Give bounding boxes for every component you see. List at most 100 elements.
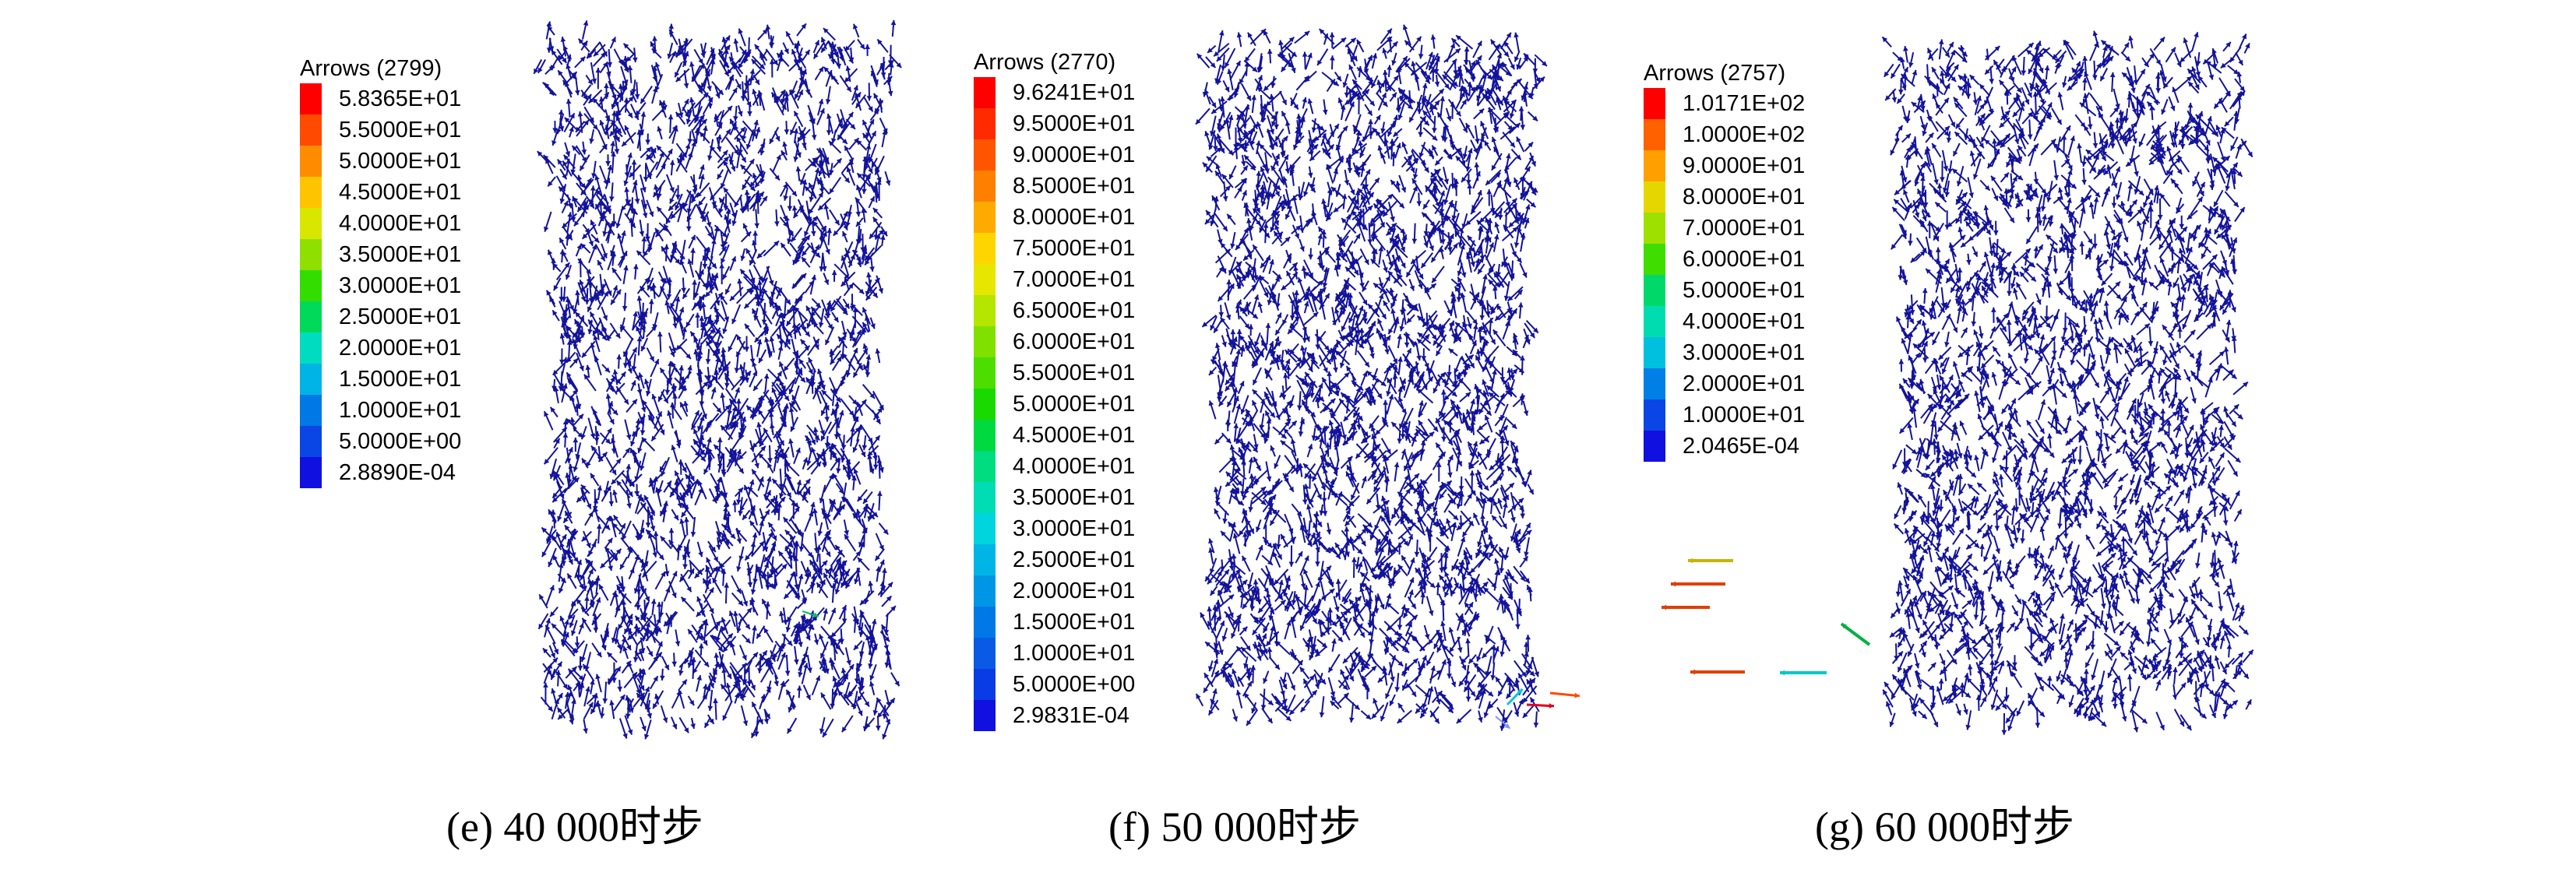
legend-label: 1.0000E+01 — [339, 398, 462, 423]
legend-label: 7.5000E+01 — [1013, 236, 1136, 261]
legend-label: 1.5000E+01 — [339, 367, 462, 392]
legend-label: 4.5000E+01 — [339, 180, 462, 205]
legend-label: 2.0000E+01 — [1013, 579, 1136, 603]
legend-label: 6.0000E+01 — [1013, 329, 1136, 354]
legend-label: 2.0000E+01 — [339, 336, 462, 361]
legend-label: 2.8890E-04 — [339, 460, 456, 485]
caption-g: (g) 60 000时步 — [1815, 804, 2074, 850]
legend-label: 9.6241E+01 — [1013, 80, 1136, 105]
legend-label: 5.8365E+01 — [339, 86, 462, 111]
legend-swatch — [974, 233, 996, 264]
legend-label: 4.0000E+01 — [339, 211, 462, 236]
legend-swatch — [974, 295, 996, 326]
legend-swatch — [974, 139, 996, 171]
legend-label: 1.0000E+01 — [1683, 403, 1806, 427]
legend-label: 5.0000E+01 — [339, 149, 462, 174]
legend-label: 1.0000E+01 — [1013, 641, 1136, 666]
legend-title-f: Arrows (2770) — [974, 50, 1116, 75]
legend-swatch — [300, 239, 322, 270]
legend-label: 5.5000E+01 — [339, 118, 462, 142]
legend-swatch — [300, 270, 322, 301]
legend-label: 8.5000E+01 — [1013, 174, 1136, 199]
legend-swatch — [974, 389, 996, 420]
legend-label: 2.0000E+01 — [1683, 371, 1806, 396]
legend-label: 8.0000E+01 — [1013, 205, 1136, 230]
caption-e: (e) 40 000时步 — [446, 804, 703, 850]
legend-swatch — [974, 669, 996, 700]
legend-swatch — [300, 364, 322, 395]
legend-label: 4.0000E+01 — [1683, 309, 1806, 334]
legend-swatch — [300, 83, 322, 114]
legend-f: Arrows (2770) 9.6241E+01 9.5000E+01 9.0000… — [974, 51, 1200, 752]
legend-label: 9.0000E+01 — [1683, 153, 1806, 178]
legend-swatch — [300, 208, 322, 239]
legend-label: 1.0171E+02 — [1683, 91, 1806, 116]
legend-swatch — [974, 108, 996, 139]
legend-swatch — [300, 457, 322, 488]
legend-swatch — [300, 332, 322, 364]
legend-label: 2.9831E-04 — [1013, 703, 1129, 728]
legend-e: Arrows (2799) 5.8365E+01 5.5000E+01 5.0000… — [300, 58, 518, 494]
legend-swatch — [974, 513, 996, 544]
legend-label: 6.5000E+01 — [1013, 298, 1136, 323]
legend-swatch — [974, 482, 996, 513]
legend-swatch — [974, 638, 996, 669]
legend-swatch — [1644, 244, 1665, 275]
legend-label: 6.0000E+01 — [1683, 247, 1806, 272]
legend-swatch — [300, 146, 322, 177]
legend-swatch — [1644, 88, 1665, 119]
legend-swatch — [974, 451, 996, 482]
arrow-field-g — [1662, 30, 2254, 735]
caption-f: (f) 50 000时步 — [1108, 804, 1361, 850]
legend-label: 3.0000E+01 — [1013, 516, 1136, 541]
legend-label: 9.0000E+01 — [1013, 142, 1136, 167]
legend-swatch — [1644, 213, 1665, 244]
arrow-field-f — [1195, 24, 1580, 731]
legend-title-e: Arrows (2799) — [300, 56, 442, 81]
legend-label: 2.5000E+01 — [339, 304, 462, 329]
legend-swatch — [974, 607, 996, 638]
legend-swatch — [1644, 306, 1665, 337]
arrow-field-e — [533, 19, 902, 740]
legend-label: 5.0000E+01 — [1013, 392, 1136, 417]
legend-swatch — [1644, 368, 1665, 399]
legend-label: 5.0000E+00 — [1013, 672, 1136, 697]
legend-label: 7.0000E+01 — [1013, 267, 1136, 292]
legend-swatch — [300, 301, 322, 332]
legend-swatch — [300, 177, 322, 208]
legend-label: 4.0000E+01 — [1013, 454, 1136, 479]
legend-label: 1.5000E+01 — [1013, 610, 1136, 635]
legend-label: 3.0000E+01 — [1683, 340, 1806, 365]
legend-swatch — [974, 420, 996, 451]
legend-swatch — [1644, 150, 1665, 181]
legend-label: 9.5000E+01 — [1013, 111, 1136, 136]
legend-swatch — [1644, 337, 1665, 368]
legend-g: Arrows (2757) 1.0171E+02 1.0000E+02 9.0000… — [1644, 62, 1862, 467]
legend-swatch — [300, 395, 322, 426]
legend-label: 2.0465E-04 — [1683, 434, 1799, 459]
legend-swatch — [1644, 119, 1665, 150]
legend-swatch — [974, 326, 996, 357]
legend-swatch — [974, 202, 996, 233]
legend-label: 1.0000E+02 — [1683, 122, 1806, 147]
legend-swatch — [974, 575, 996, 607]
legend-swatch — [974, 77, 996, 108]
legend-swatch — [1644, 399, 1665, 431]
legend-swatch — [974, 700, 996, 731]
legend-label: 8.0000E+01 — [1683, 185, 1806, 209]
legend-swatch — [974, 544, 996, 575]
legend-swatch — [974, 264, 996, 295]
legend-label: 5.5000E+01 — [1013, 361, 1136, 385]
legend-swatch — [1644, 275, 1665, 306]
legend-label: 4.5000E+01 — [1013, 423, 1136, 448]
legend-swatch — [1644, 181, 1665, 213]
legend-swatch — [974, 357, 996, 389]
legend-swatch — [300, 114, 322, 146]
legend-swatch — [1644, 431, 1665, 462]
legend-title-g: Arrows (2757) — [1644, 61, 1786, 86]
legend-swatch — [300, 426, 322, 457]
legend-label: 5.0000E+00 — [339, 429, 462, 454]
legend-label: 3.5000E+01 — [1013, 485, 1136, 510]
legend-label: 2.5000E+01 — [1013, 547, 1136, 572]
legend-label: 3.5000E+01 — [339, 242, 462, 267]
